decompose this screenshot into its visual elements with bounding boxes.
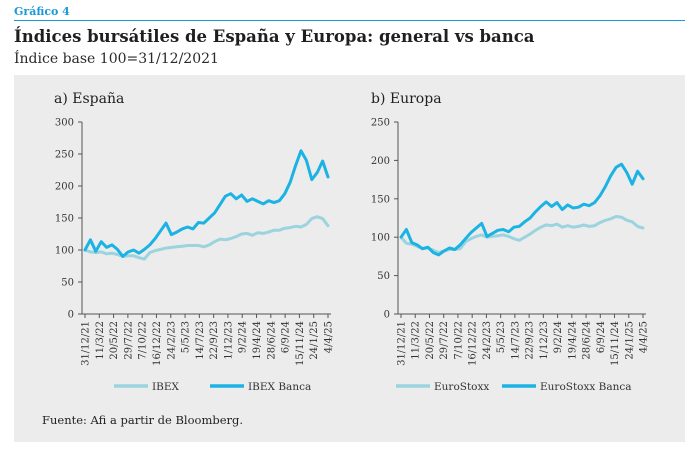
- x-tick-label: 6/9/24: [281, 321, 292, 353]
- y-tick-label: 50: [61, 278, 74, 289]
- x-tick-label: 14/7/23: [510, 321, 521, 360]
- y-tick-label: 150: [371, 194, 390, 205]
- x-tick-label: 29/7/22: [439, 321, 450, 360]
- x-tick-label: 9/2/24: [553, 321, 564, 353]
- legend-label: EuroStoxx: [434, 381, 489, 393]
- x-tick-label: 9/2/24: [238, 321, 249, 353]
- x-tick-label: 22/9/23: [209, 321, 220, 360]
- x-tick-label: 15/11/24: [295, 321, 306, 366]
- legend-label: IBEX: [152, 381, 180, 393]
- x-tick-label: 15/11/24: [610, 321, 621, 366]
- chart-panel: a) España 0 50 100 150 200 250 300 31/12/21 11/3/…: [14, 75, 685, 442]
- x-tick-label: 22/9/23: [525, 321, 536, 360]
- x-tick-label: 7/10/22: [453, 321, 464, 360]
- x-tick-label: 7/10/22: [138, 321, 149, 360]
- x-tick-label: 31/12/21: [81, 321, 92, 366]
- chart-spain: a) España 0 50 100 150 200 250 300 31/12/21 11/3/…: [54, 91, 335, 393]
- x-tick-label: 20/5/22: [425, 321, 436, 360]
- y-tick-label: 200: [55, 182, 74, 193]
- y-tick-label: 0: [384, 310, 390, 321]
- figure-label: Gráfico 4: [14, 5, 70, 18]
- x-tick-label: 16/12/22: [468, 321, 479, 366]
- y-tick-label: 250: [55, 150, 74, 161]
- x-tick-label: 24/2/23: [482, 321, 493, 360]
- x-tick-label: 11/3/22: [411, 321, 422, 360]
- series-line-ibex-banca: [83, 149, 330, 258]
- x-tick-label: 28/6/24: [266, 321, 277, 360]
- page-subtitle: Índice base 100=31/12/2021: [14, 51, 219, 67]
- legend-label: EuroStoxx Banca: [540, 381, 632, 393]
- x-tick-label: 4/4/25: [324, 321, 335, 353]
- x-tick-label: 19/4/24: [252, 321, 263, 360]
- x-tick-label: 24/1/25: [309, 321, 320, 360]
- y-tick-label: 300: [55, 118, 74, 129]
- y-tick-label: 250: [371, 118, 390, 129]
- x-tick-label: 24/1/25: [624, 321, 635, 360]
- header-rule: [14, 20, 685, 21]
- x-tick-label: 19/4/24: [567, 321, 578, 360]
- x-tick-label: 16/12/22: [152, 321, 163, 366]
- legend-label: IBEX Banca: [248, 381, 311, 393]
- y-tick-label: 200: [371, 156, 390, 167]
- x-tick-label: 31/12/21: [397, 321, 408, 366]
- x-tick-label: 11/3/22: [95, 321, 106, 360]
- x-tick-label: 1/12/23: [223, 321, 234, 360]
- x-tick-label: 28/6/24: [582, 321, 593, 360]
- x-tick-label: 14/7/23: [195, 321, 206, 360]
- x-tick-label: 20/5/22: [109, 321, 120, 360]
- y-tick-label: 100: [55, 246, 74, 257]
- page-title: Índices bursátiles de España y Europa: g…: [14, 27, 535, 46]
- y-tick-label: 0: [68, 310, 74, 321]
- chart-title: a) España: [54, 91, 124, 107]
- series-line-eurostoxx-banca: [399, 162, 645, 257]
- x-tick-label: 4/4/25: [639, 321, 650, 353]
- y-tick-label: 100: [371, 233, 390, 244]
- x-tick-label: 1/12/23: [539, 321, 550, 360]
- source-note: Fuente: Afi a partir de Bloomberg.: [42, 413, 244, 427]
- x-tick-label: 6/9/24: [596, 321, 607, 353]
- x-tick-label: 5/5/23: [496, 321, 507, 353]
- y-tick-label: 50: [377, 271, 390, 282]
- x-tick-label: 29/7/22: [123, 321, 134, 360]
- series-line-eurostoxx: [399, 215, 645, 255]
- x-tick-label: 24/2/23: [166, 321, 177, 360]
- chart-title: b) Europa: [371, 91, 442, 107]
- x-tick-label: 5/5/23: [181, 321, 192, 353]
- y-tick-label: 150: [55, 214, 74, 225]
